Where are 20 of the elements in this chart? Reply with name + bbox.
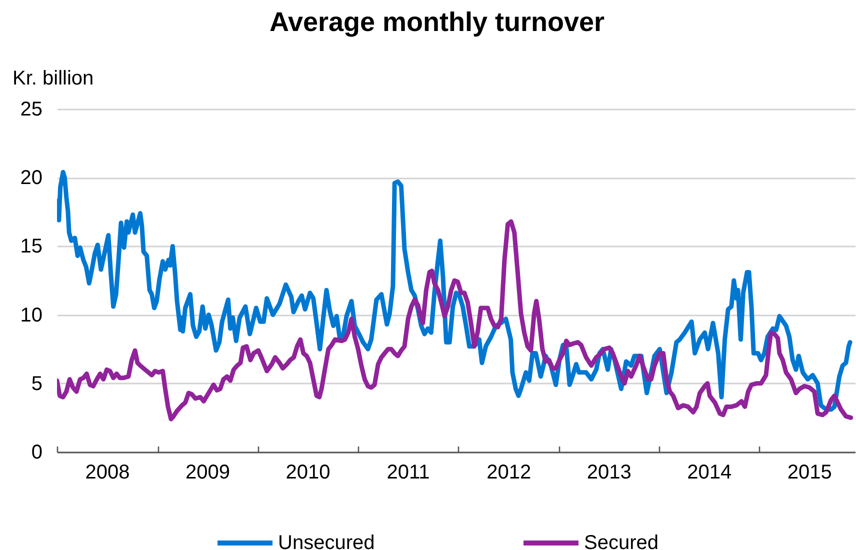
y-tick-label: 0: [31, 442, 42, 464]
x-tick-label: 2015: [787, 462, 832, 484]
line-series: [57, 170, 852, 412]
y-tick-label: 5: [31, 372, 42, 395]
y-tick-label: 20: [20, 167, 42, 190]
y-axis-title: Kr. billion: [12, 68, 94, 90]
line-series: [57, 219, 854, 422]
y-tick-label: 10: [20, 304, 42, 326]
x-tick-label: 2008: [85, 462, 130, 484]
x-tick-label: 2010: [286, 462, 330, 484]
x-tick-label: 2013: [586, 462, 632, 484]
y-tick-label: 15: [20, 236, 42, 258]
legend-label: Unsecured: [278, 532, 375, 550]
y-tick-label: 25: [20, 98, 42, 120]
x-tick-label: 2014: [687, 462, 732, 484]
legend-label: Secured: [584, 532, 658, 550]
x-tick-label: 2012: [486, 462, 532, 484]
chart-title: Average monthly turnover: [269, 7, 606, 37]
x-tick-label: 2011: [386, 462, 430, 484]
x-tick-label: 2009: [186, 462, 230, 484]
